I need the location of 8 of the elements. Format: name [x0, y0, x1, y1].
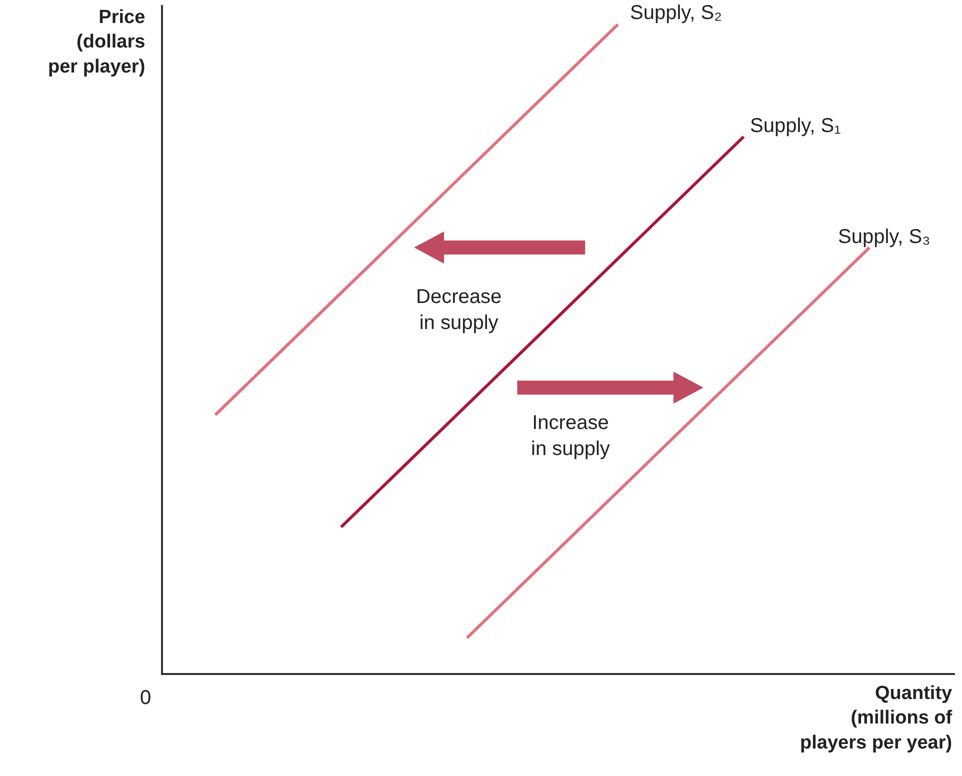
series-label: Supply, S₃	[838, 226, 930, 248]
text: 0	[140, 687, 152, 709]
annotation: Decrease in supply	[416, 286, 502, 334]
series-label: Supply, S₁	[750, 115, 842, 137]
annotation: Increase in supply	[531, 412, 610, 460]
y-axis-title: Price (dollars per player)	[48, 7, 146, 78]
x-axis-title: Quantity (millions of players per year)	[800, 683, 953, 754]
series-label: Supply, S₂	[630, 2, 722, 24]
